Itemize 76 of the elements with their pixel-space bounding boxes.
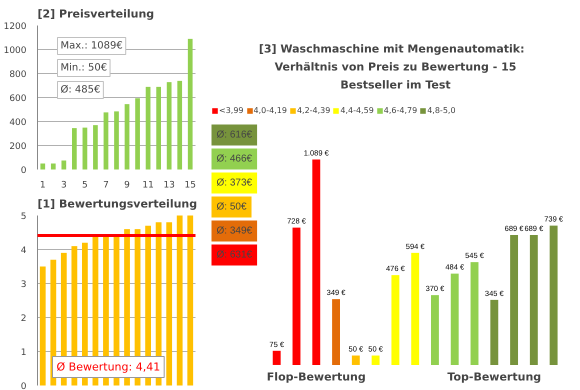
y-tick-label: 2: [20, 314, 27, 324]
y-tick-label: 4: [20, 246, 27, 256]
annotation: Max.: 1089€: [60, 40, 123, 52]
chart-title: [2] Preisverteilung: [38, 8, 154, 20]
bar: [93, 125, 98, 170]
bar: [292, 228, 300, 365]
bar: [177, 80, 182, 170]
bar: [50, 164, 56, 170]
bar: [166, 82, 172, 170]
y-tick-label: 1200: [4, 22, 27, 32]
text: Ø: 616€: [216, 130, 253, 140]
y-tick-label: 1000: [4, 46, 27, 56]
bar: [372, 356, 380, 365]
bar: [72, 128, 77, 170]
x-tick-label: 1: [40, 180, 46, 190]
bar: [40, 164, 46, 170]
bar: [114, 111, 119, 170]
text: Top-Bewertung: [447, 370, 542, 384]
x-tick-label: 5: [82, 180, 88, 190]
bar: [104, 112, 108, 170]
text: Ø: 466€: [216, 154, 253, 164]
bar: [450, 274, 459, 365]
legend-label: 4,6-4,79: [384, 106, 418, 115]
y-tick-label: 600: [9, 94, 27, 104]
y-tick-label: 0: [20, 382, 27, 390]
bar: [135, 98, 140, 170]
y-tick-label: 400: [9, 118, 27, 128]
bar: [332, 299, 340, 365]
bar: [470, 262, 478, 365]
legend-label: <3,99: [219, 106, 244, 115]
text: Flop-Bewertung: [266, 370, 366, 384]
bar: [411, 252, 420, 365]
text: Ø: 349€: [216, 226, 253, 236]
bar: [188, 38, 193, 170]
bar: [176, 216, 183, 386]
bar: [61, 160, 66, 170]
y-tick-label: 800: [9, 70, 27, 80]
legend-label: 4,0-4,19: [254, 106, 287, 115]
bar: [430, 295, 439, 365]
bar: [124, 104, 130, 170]
chart-title: [3] Waschmaschine mit Mengenautomatik: Verhältnis von Preis zu Bewertung - 15 Bestseller im Test: [258, 42, 525, 92]
text: Ø: 631€: [216, 250, 253, 260]
annotation: Ø: 485€: [60, 84, 100, 96]
x-tick-label: 15: [184, 180, 196, 190]
text: Ø: 373€: [216, 178, 253, 188]
bar: [530, 235, 538, 365]
bar: [272, 350, 281, 365]
bar: [40, 266, 46, 386]
legend-label: 4,8-5,0: [427, 106, 456, 115]
text: Ø: 50€: [216, 202, 247, 212]
x-tick-label: 9: [124, 180, 130, 190]
x-tick-label: 13: [163, 180, 175, 190]
bar: [391, 275, 400, 365]
bar: [146, 86, 150, 170]
ref-line-label: Ø Bewertung: 4,41: [56, 360, 160, 374]
x-tick-label: 7: [103, 180, 109, 190]
bar: [510, 235, 518, 365]
y-tick-label: 200: [9, 142, 27, 152]
chart-title: [1] Bewertungsverteilung: [38, 198, 198, 210]
bar: [312, 160, 320, 365]
bar: [352, 356, 360, 365]
y-tick-label: 3: [20, 280, 27, 290]
bar: [82, 128, 88, 170]
bar: [550, 226, 558, 365]
bar: [187, 216, 194, 386]
x-tick-label: 11: [142, 180, 154, 190]
legend-label: 4,2-4,39: [296, 106, 330, 115]
y-tick-label: 0: [20, 166, 27, 176]
x-tick-label: 3: [60, 180, 67, 190]
annotation: Min.: 50€: [60, 62, 108, 74]
bar: [166, 222, 172, 386]
bar: [156, 86, 162, 170]
bar: [490, 300, 498, 365]
y-tick-label: 1: [20, 348, 27, 358]
y-tick-label: 5: [20, 212, 27, 222]
legend-label: 4,4-4,59: [340, 106, 374, 115]
